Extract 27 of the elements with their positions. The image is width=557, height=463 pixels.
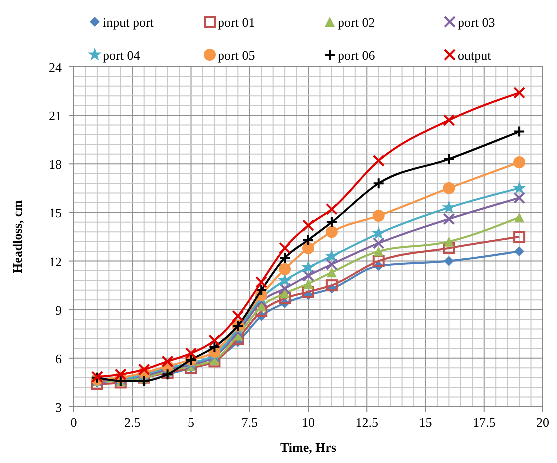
y-tick-label: 15 (49, 206, 62, 221)
legend-label: input port (103, 15, 154, 30)
x-tick-label: 2.5 (124, 415, 141, 430)
y-tick-label: 3 (56, 400, 62, 415)
legend-label: port 05 (218, 48, 256, 63)
legend-label: port 02 (338, 15, 376, 30)
legend-label: port 03 (458, 15, 496, 30)
y-tick-label: 6 (56, 351, 62, 366)
legend-label: port 04 (103, 48, 141, 63)
y-tick-label: 24 (49, 60, 62, 75)
legend-label: output (458, 48, 492, 63)
y-axis-title: Headloss, cm (10, 200, 25, 274)
x-tick-label: 12.5 (356, 415, 378, 430)
y-tick-label: 12 (49, 254, 62, 270)
legend-label: port 01 (218, 15, 256, 30)
x-tick-label: 17.5 (473, 415, 496, 430)
y-tick-label: 21 (49, 108, 62, 124)
y-tick-label: 18 (49, 157, 62, 172)
y-tick-label: 9 (56, 302, 62, 318)
x-tick-label: 0 (70, 415, 78, 430)
x-tick-label: 20 (536, 415, 550, 430)
x-tick-label: 5 (188, 415, 194, 430)
legend-label: port 06 (338, 48, 376, 63)
x-axis-title: Time, Hrs (280, 440, 337, 455)
x-tick-label: 15 (419, 415, 432, 430)
x-tick-label: 10 (302, 415, 315, 430)
x-tick-label: 7.5 (242, 415, 258, 430)
